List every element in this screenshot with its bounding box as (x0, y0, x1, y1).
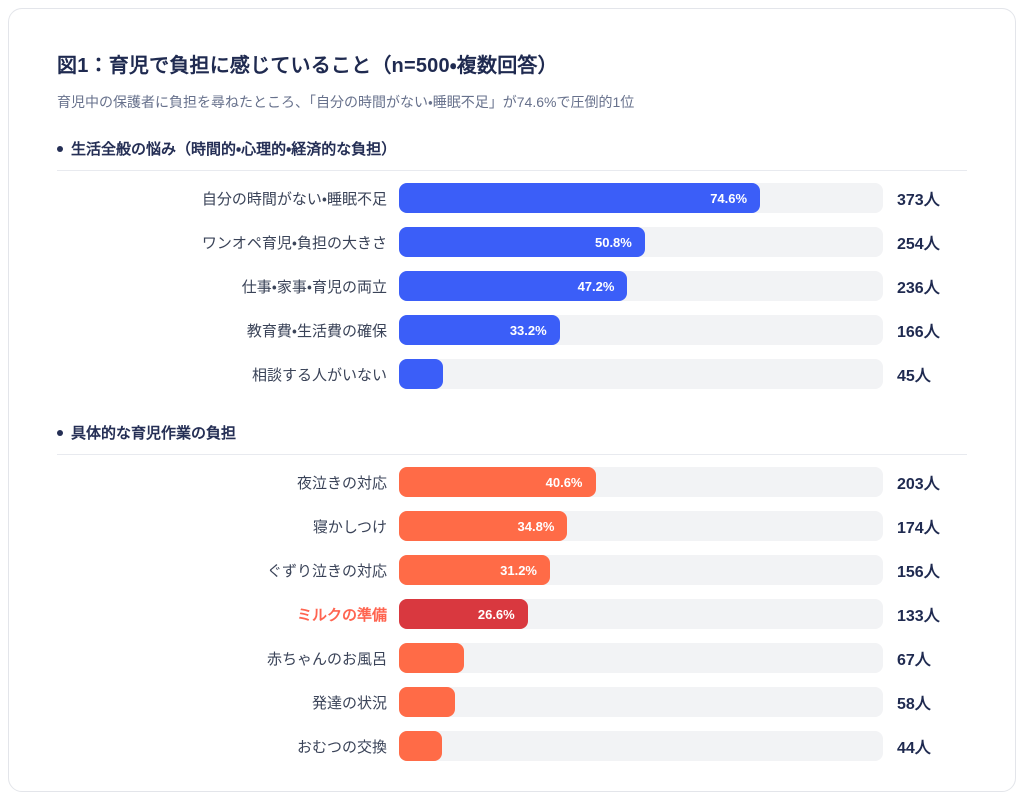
bar-count-label: 236人 (897, 280, 940, 297)
page-subtitle: 育児中の保護者に負担を尋ねたところ、「自分の時間がない・睡眠不足」が74.6%で… (57, 94, 635, 110)
bar-row: 赤ちゃんのお風呂 67人 (57, 636, 967, 680)
bar-row: 発達の状況 58人 (57, 680, 967, 724)
page-title: 図1：育児で負担に感じていること（n=500・複数回答） (57, 55, 558, 77)
bar-row: 夜泣きの対応 40.6% 203人 (57, 460, 967, 504)
bar-count-label: 133人 (897, 608, 940, 625)
bar: 31.2% (399, 555, 550, 585)
bar-row-label: 自分の時間がない・睡眠不足 (201, 190, 387, 208)
bar-track: 50.8% (399, 227, 883, 257)
chart-section: 具体的な育児作業の負担夜泣きの対応 40.6% 203人寝かしつけ 34.8% 174人… (57, 422, 967, 768)
section-header: 生活全般の悩み（時間的・心理的・経済的な負担） (57, 138, 967, 171)
bar (399, 643, 464, 673)
bar-row: 自分の時間がない・睡眠不足 74.6% 373人 (57, 176, 967, 220)
bar-row: ミルクの準備 26.6% 133人 (57, 592, 967, 636)
bar-track: 34.8% (399, 511, 883, 541)
chart-section: 生活全般の悩み（時間的・心理的・経済的な負担） 自分の時間がない・睡眠不足 74.6… (57, 138, 967, 396)
bar-percent-label: 33.2% (509, 322, 547, 338)
bar-track (399, 731, 883, 761)
bar-percent-label: 50.8% (594, 234, 632, 250)
bar: 34.8% (399, 511, 568, 541)
bar-row-label: 発達の状況 (311, 694, 387, 712)
bar-count-label: 166人 (897, 324, 940, 341)
bar-percent-label: 47.2% (577, 278, 615, 294)
bar-row: ワンオペ育児・負担の大きさ 50.8% 254人 (57, 220, 967, 264)
bar-percent-label: 40.6% (545, 474, 583, 490)
bar-row: 寝かしつけ 34.8% 174人 (57, 504, 967, 548)
bar-row-label: ワンオペ育児・負担の大きさ (201, 234, 387, 252)
bar-row-label: 寝かしつけ (312, 518, 387, 536)
bar-count-label: 156人 (897, 564, 940, 581)
bar-count-label: 58人 (897, 696, 931, 713)
bar-row: ぐずり泣きの対応 31.2% 156人 (57, 548, 967, 592)
bar: 74.6% (399, 183, 761, 213)
bar-row: 教育費・生活費の確保 33.2% 166人 (57, 308, 967, 352)
bar (399, 731, 442, 761)
section-header: 具体的な育児作業の負担 (57, 422, 967, 455)
bar-row-label: 教育費・生活費の確保 (246, 322, 387, 340)
bar: 47.2% (399, 271, 628, 301)
bar-count-label: 174人 (897, 520, 940, 537)
bar-count-label: 254人 (897, 236, 940, 253)
bar-count-label: 67人 (897, 652, 931, 669)
section-bullet-icon (57, 145, 63, 152)
bar (399, 359, 443, 389)
chart-sections: 生活全般の悩み（時間的・心理的・経済的な負担） 自分の時間がない・睡眠不足 74.6… (57, 138, 967, 768)
bar-row: 相談する人がいない 45人 (57, 352, 967, 396)
bar-count-label: 203人 (897, 476, 940, 493)
bar-count-label: 45人 (897, 368, 931, 385)
section-header-label: 生活全般の悩み（時間的・心理的・経済的な負担） (71, 141, 397, 158)
bar-track: 33.2% (399, 315, 883, 345)
section-bullet-icon (57, 429, 63, 436)
bar: 50.8% (399, 227, 645, 257)
bar-track: 47.2% (399, 271, 883, 301)
bar-percent-label: 74.6% (710, 190, 748, 206)
section-header-label: 具体的な育児作業の負担 (71, 425, 237, 442)
bar-track (399, 687, 883, 717)
bar: 33.2% (399, 315, 560, 345)
bar-row-label: おむつの交換 (296, 738, 387, 756)
bar-track (399, 359, 883, 389)
bar-track: 26.6% (399, 599, 883, 629)
bar: 26.6% (399, 599, 528, 629)
bar-row-label: 夜泣きの対応 (296, 474, 387, 492)
bar-row-label: ミルクの準備 (296, 606, 387, 624)
bar-row-label: 相談する人がいない (251, 366, 387, 384)
chart-card: 図1：育児で負担に感じていること（n=500・複数回答） 育児中の保護者に負担を… (8, 8, 1016, 792)
bar-count-label: 373人 (897, 192, 940, 209)
bar-row: 仕事・家事・育児の両立 47.2% 236人 (57, 264, 967, 308)
bar-percent-label: 34.8% (517, 518, 555, 534)
bar-percent-label: 26.6% (477, 606, 515, 622)
bar-track: 31.2% (399, 555, 883, 585)
bar-row-label: ぐずり泣きの対応 (266, 562, 387, 580)
bar-track: 40.6% (399, 467, 883, 497)
bar (399, 687, 456, 717)
bar: 40.6% (399, 467, 596, 497)
bar-track: 74.6% (399, 183, 883, 213)
bar-row-label: 赤ちゃんのお風呂 (266, 650, 387, 668)
bar-percent-label: 31.2% (500, 562, 537, 578)
bar-count-label: 44人 (897, 740, 931, 757)
bar-row: おむつの交換 44人 (57, 724, 967, 768)
bar-track (399, 643, 883, 673)
bar-row-label: 仕事・家事・育児の両立 (241, 278, 387, 296)
